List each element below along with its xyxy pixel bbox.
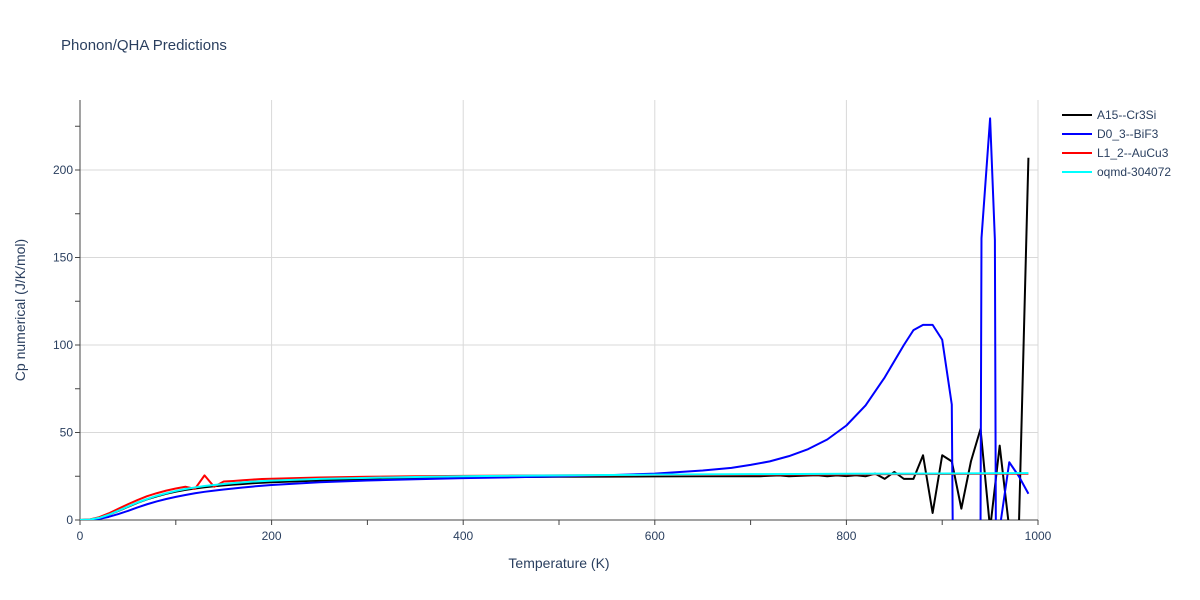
y-tick-label: 150 <box>53 251 73 265</box>
series-line-oqmd-304072 <box>80 472 1029 520</box>
legend-item[interactable]: A15--Cr3Si <box>1062 108 1156 122</box>
y-axis-title: Cp numerical (J/K/mol) <box>12 239 28 381</box>
chart-title: Phonon/QHA Predictions <box>61 37 227 54</box>
y-tick-label: 200 <box>53 163 73 177</box>
series-line-l1-2-aucu3 <box>80 472 1029 520</box>
legend-item[interactable]: oqmd-304072 <box>1062 165 1171 179</box>
axes <box>75 100 1039 525</box>
x-axis-title: Temperature (K) <box>508 555 609 571</box>
x-tick-label: 1000 <box>1025 529 1052 543</box>
x-tick-label: 600 <box>645 529 665 543</box>
legend-item[interactable]: D0_3--BiF3 <box>1062 127 1159 141</box>
x-tick-label: 0 <box>77 529 84 543</box>
legend-label: oqmd-304072 <box>1097 165 1171 179</box>
grid <box>80 100 1039 520</box>
series-lines <box>80 117 1030 520</box>
legend-label: A15--Cr3Si <box>1097 108 1156 122</box>
legend-label: D0_3--BiF3 <box>1097 127 1159 141</box>
y-tick-label: 100 <box>53 338 73 352</box>
legend[interactable]: A15--Cr3Si D0_3--BiF3 L1_2--AuCu3 oqmd-3040… <box>1062 108 1171 179</box>
series-line-d0-3-bif3 <box>80 117 1030 520</box>
y-tick-label: 50 <box>60 426 74 440</box>
legend-item[interactable]: L1_2--AuCu3 <box>1062 146 1169 160</box>
x-tick-label: 200 <box>262 529 282 543</box>
legend-label: L1_2--AuCu3 <box>1097 146 1169 160</box>
y-tick-label: 0 <box>66 513 73 527</box>
x-tick-label: 400 <box>453 529 473 543</box>
x-tick-label: 800 <box>836 529 856 543</box>
tick-labels: 0 200 400 600 800 1000 0 50 100 150 200 <box>53 163 1052 543</box>
